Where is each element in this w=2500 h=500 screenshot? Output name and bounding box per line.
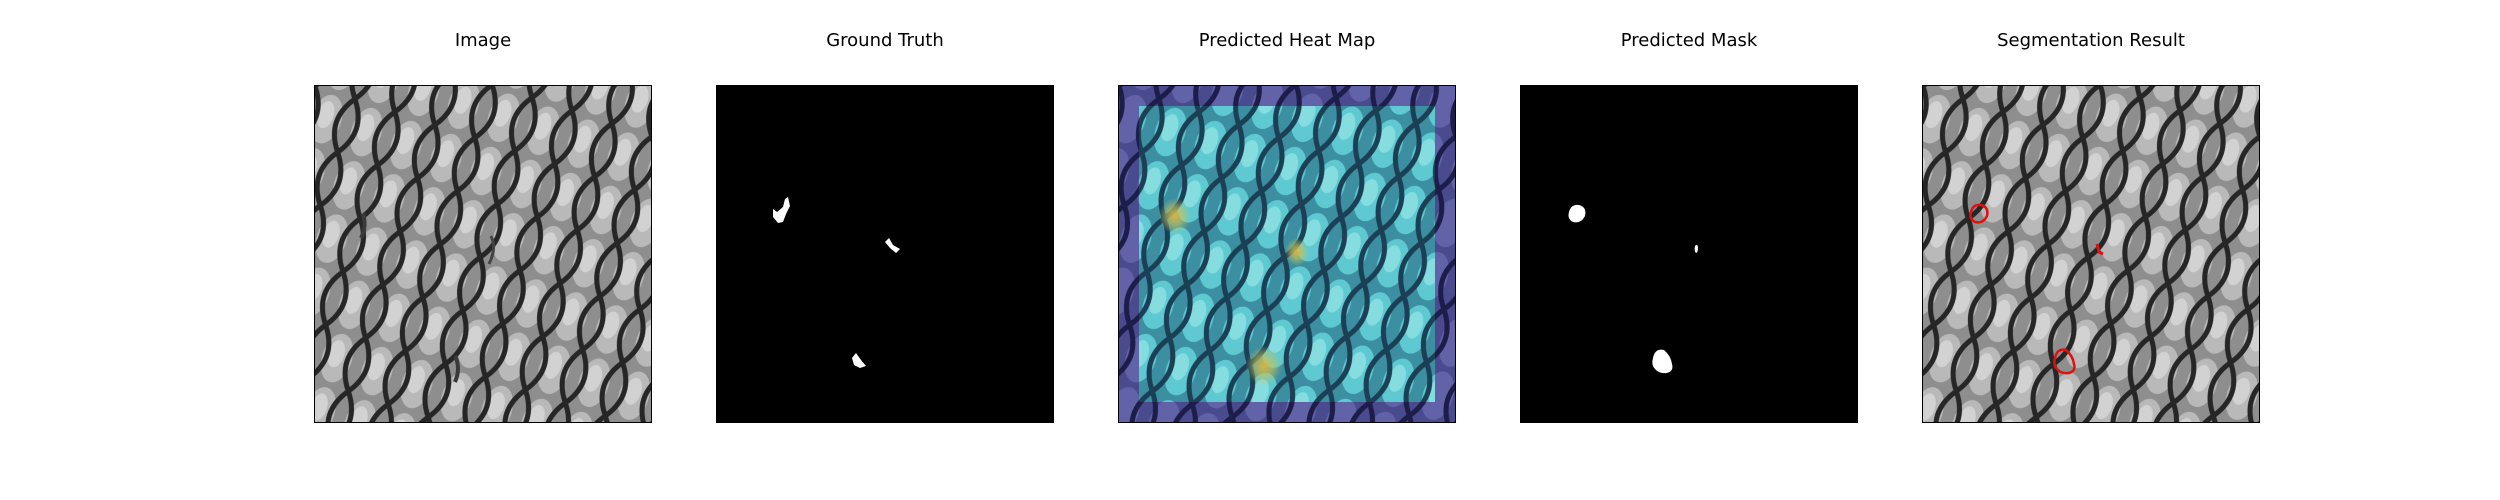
panel-title: Predicted Mask — [1620, 30, 1758, 51]
panel-title: Image — [454, 30, 512, 51]
contour — [2095, 243, 2104, 256]
hotspot — [1285, 238, 1309, 266]
fabric-image — [314, 85, 652, 423]
defect-region — [1652, 349, 1673, 374]
segmentation-overlay — [1922, 85, 2260, 423]
defect-region — [852, 353, 866, 368]
predicted-mask — [1520, 85, 1858, 423]
defect-region — [1694, 244, 1698, 253]
panel-title: Predicted Heat Map — [1198, 30, 1376, 51]
defect-region — [885, 238, 900, 253]
contour — [1969, 203, 1989, 224]
heat-map — [1118, 85, 1456, 423]
panel-title: Ground Truth — [826, 30, 944, 51]
contour — [2053, 348, 2076, 375]
hotspot — [1159, 198, 1191, 234]
defect-region — [1568, 204, 1586, 223]
panel-title: Segmentation Result — [1997, 30, 2185, 51]
defect-region — [773, 197, 790, 223]
ground-truth-mask — [716, 85, 1054, 423]
hotspot — [1246, 346, 1282, 386]
